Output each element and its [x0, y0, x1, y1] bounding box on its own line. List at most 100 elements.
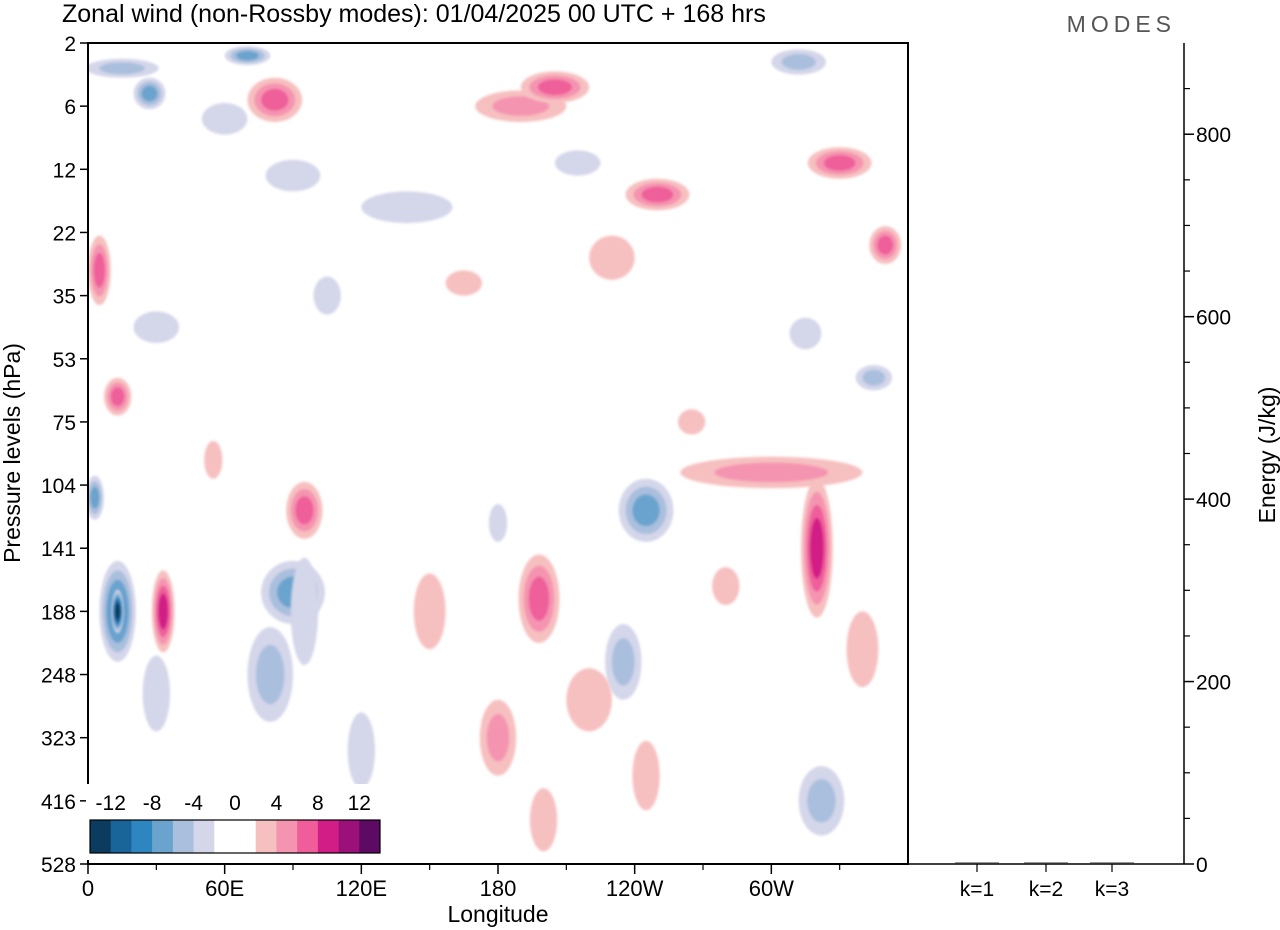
x-tick-label: 60W — [749, 876, 794, 901]
colorbar-swatch — [152, 820, 174, 853]
contour-blob — [88, 235, 111, 306]
contour-level — [632, 494, 660, 527]
contour-blob — [846, 611, 879, 688]
contour-blob — [133, 311, 180, 343]
energy-bar — [1024, 862, 1068, 864]
contour-level — [807, 779, 836, 823]
y-tick-label: 12 — [53, 159, 76, 182]
colorbar-label: 8 — [312, 792, 324, 815]
contour-level — [110, 387, 125, 407]
colorbar-frame — [89, 819, 381, 854]
contour-blob — [103, 377, 132, 416]
colorbar-swatch — [255, 820, 277, 853]
contour-blob — [632, 740, 660, 811]
x-axis: 0 60E 120E 180 120W 60W — [82, 864, 841, 901]
contour-blob — [361, 191, 453, 223]
contour-level — [809, 517, 824, 579]
contour-blob — [133, 77, 166, 110]
colorbar-swatch — [235, 820, 257, 853]
y-tick-label: 528 — [41, 854, 76, 877]
colorbar-swatch — [359, 820, 381, 853]
colorbar: -12 -8 -4 0 4 8 12 — [86, 784, 386, 860]
colorbar-label: 0 — [229, 792, 241, 815]
contour-level — [93, 252, 106, 288]
contour-level — [361, 191, 453, 223]
chart-title: Zonal wind (non-Rossby modes): 01/04/202… — [62, 0, 766, 28]
contour-level — [781, 54, 816, 70]
contour-blob — [869, 226, 902, 265]
contour-level — [611, 638, 635, 686]
contour-blob — [855, 365, 893, 391]
colorbar-swatch — [110, 820, 132, 853]
category-label: k=3 — [1095, 878, 1129, 901]
contour-level — [488, 504, 508, 542]
contour-blob — [88, 58, 159, 78]
colorbar-label: 12 — [348, 792, 371, 815]
colorbar-swatch — [193, 820, 215, 853]
contour-level — [295, 496, 314, 525]
contour-level — [90, 486, 100, 509]
contour-blob — [625, 178, 690, 211]
contour-level — [846, 611, 879, 688]
energy-tick-label: 200 — [1196, 672, 1231, 695]
contour-level — [133, 311, 180, 343]
contour-blob — [807, 147, 872, 179]
contour-level — [566, 668, 612, 732]
y-tick-label: 35 — [53, 286, 76, 309]
contour-blob — [313, 276, 341, 315]
contour-level — [529, 788, 558, 852]
contour-blob — [520, 71, 590, 103]
y-tick-label: 323 — [41, 728, 76, 751]
contour-blob — [290, 557, 319, 666]
contour-level — [714, 462, 829, 483]
y-tick-label: 141 — [41, 538, 76, 561]
y-tick-label: 416 — [41, 791, 76, 814]
brand-logo: MODES — [1067, 11, 1176, 37]
contour-blob — [445, 270, 483, 296]
contour-level — [677, 409, 706, 435]
contour-level — [347, 712, 376, 789]
x-tick-label: 120W — [606, 876, 664, 901]
contour-level — [554, 150, 601, 176]
contour-blob — [347, 712, 376, 789]
y-tick-label: 2 — [64, 33, 76, 56]
contour-level — [862, 369, 886, 386]
colorbar-swatch — [172, 820, 194, 853]
contour-level — [236, 50, 259, 61]
category-label: k=2 — [1029, 878, 1063, 901]
energy-bar — [1090, 862, 1134, 864]
contour-blob — [488, 504, 508, 542]
contour-level — [641, 186, 674, 203]
contour-level — [413, 573, 446, 650]
contour-level — [141, 85, 158, 102]
contour-level — [537, 79, 573, 96]
contour-level — [528, 576, 550, 621]
contour-blob — [201, 102, 248, 135]
x-tick-label: 120E — [336, 876, 387, 901]
contour-blob — [605, 624, 642, 700]
contour-level — [261, 88, 289, 111]
contour-level — [632, 740, 660, 811]
contour-level — [445, 270, 483, 296]
contour-blob — [479, 699, 517, 776]
y-axis: 2 6 12 22 35 53 75 104 141 188 248 323 416 528 — [41, 33, 88, 877]
contour-blob — [566, 668, 612, 732]
energy-axis: 0 200 400 600 800 — [1184, 88, 1231, 877]
y-tick-label: 75 — [53, 412, 76, 435]
colorbar-swatch — [338, 820, 360, 853]
contour-blob — [142, 655, 170, 732]
contour-blob — [110, 589, 125, 634]
contour-level — [265, 159, 321, 192]
contour-level — [255, 644, 285, 705]
x-tick-label: 0 — [82, 876, 94, 901]
contour-blob — [518, 554, 560, 643]
contour-level — [589, 235, 635, 280]
y-axis-label: Pressure levels (hPa) — [0, 343, 25, 563]
contour-blob — [680, 456, 863, 489]
colorbar-swatch — [90, 820, 112, 853]
contour-blob — [589, 235, 635, 280]
contour-blob — [247, 627, 293, 722]
colorbar-label: 4 — [271, 792, 283, 815]
contour-blob — [151, 570, 175, 653]
